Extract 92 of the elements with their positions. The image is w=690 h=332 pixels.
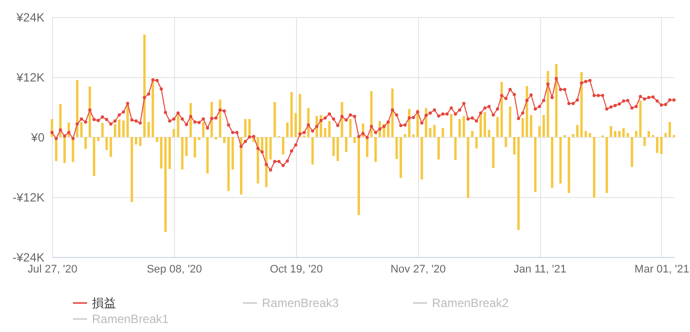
bar (168, 137, 171, 169)
bar (458, 119, 461, 137)
bar (546, 71, 550, 137)
bar (442, 128, 444, 137)
x-tick-label: Mar 01, '21 (634, 264, 690, 276)
bar (471, 131, 474, 137)
bar (513, 137, 516, 154)
bar (606, 137, 608, 193)
bar (218, 100, 222, 137)
bar (534, 137, 537, 192)
legend-label: RamenBreak1 (92, 312, 170, 326)
bar (76, 80, 78, 137)
bar (592, 137, 596, 198)
bar (530, 115, 532, 137)
bar (274, 102, 276, 137)
legend-label: RamenBreak3 (262, 296, 340, 310)
bar (328, 121, 331, 137)
bar (437, 137, 440, 160)
bar (370, 91, 373, 137)
bar (122, 120, 125, 137)
bar (622, 128, 625, 137)
y-tick-label: ¥24K (15, 10, 44, 24)
bar (508, 106, 512, 137)
bar (400, 137, 402, 178)
bar (118, 120, 120, 137)
bar (172, 129, 176, 137)
bar (244, 119, 247, 137)
bar (429, 128, 432, 137)
bar (194, 137, 196, 158)
bar (160, 137, 162, 168)
bar (198, 137, 200, 140)
bar (349, 119, 352, 137)
x-tick-label: Jul 27, '20 (28, 264, 78, 276)
bar (311, 137, 314, 164)
bar (232, 137, 234, 170)
bar (374, 137, 377, 162)
bar (555, 64, 558, 137)
bar (584, 131, 587, 137)
bar (101, 123, 104, 137)
bar (648, 131, 650, 137)
bar (240, 137, 242, 194)
x-tick-label: Nov 27, '20 (390, 264, 446, 276)
y-tick-label: ¥0 (30, 130, 45, 144)
bar (130, 137, 134, 202)
bar (336, 137, 339, 161)
bar (181, 137, 184, 170)
y-tick-label: ¥12K (15, 70, 44, 84)
x-tick-label: Oct 19, '20 (270, 264, 323, 276)
bar (223, 137, 226, 143)
bar (420, 137, 424, 180)
bar (84, 137, 87, 149)
bar (110, 137, 112, 157)
bar (256, 137, 260, 184)
x-tick-label: Jan 11, '21 (514, 264, 566, 276)
bar (500, 82, 503, 137)
bar (88, 86, 92, 137)
bar (366, 137, 368, 157)
bar (152, 78, 154, 137)
bar (139, 137, 142, 146)
bar (265, 137, 268, 187)
y-tick-label: -¥12K (12, 190, 44, 204)
legend-label: 損益 (92, 296, 116, 310)
bar (484, 112, 486, 137)
bar (588, 133, 592, 137)
bar (391, 88, 394, 137)
bar (643, 137, 646, 146)
bar (282, 137, 284, 154)
legend-label: RamenBreak2 (432, 296, 510, 310)
bar (504, 137, 508, 147)
bar (466, 137, 470, 198)
bar (668, 122, 671, 137)
bar (526, 86, 528, 137)
bar (576, 125, 579, 137)
bar (488, 130, 490, 137)
bar (97, 137, 100, 141)
bar (492, 137, 494, 168)
bar (344, 137, 348, 152)
bar (656, 137, 658, 153)
bar (660, 137, 663, 154)
bar (568, 137, 570, 193)
bar (450, 114, 452, 137)
y-tick-label: -¥24K (12, 250, 44, 264)
bar (134, 137, 138, 144)
bar (462, 116, 466, 137)
bar (550, 137, 554, 188)
x-tick-label: Sep 08, '20 (146, 264, 202, 276)
bar (286, 122, 289, 137)
bar (618, 131, 621, 137)
bar (433, 125, 436, 137)
bar (290, 92, 293, 137)
bar (639, 100, 642, 137)
bar (614, 131, 616, 137)
